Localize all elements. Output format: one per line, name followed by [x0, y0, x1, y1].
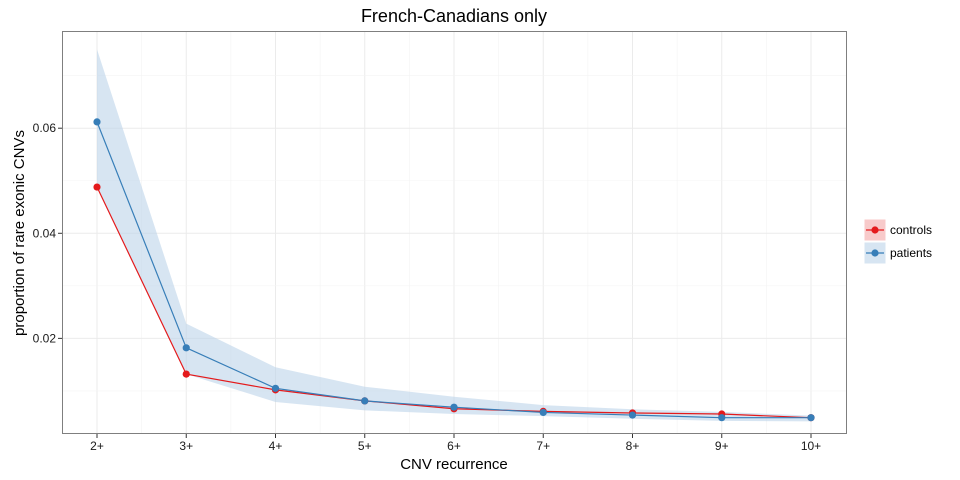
x-tick-label: 2+: [90, 439, 104, 453]
legend-point-controls: [871, 226, 879, 234]
data-point-patients: [271, 384, 280, 392]
data-point-patients: [182, 344, 190, 352]
data-point-patients: [628, 411, 637, 419]
x-tick-label: 3+: [179, 439, 193, 453]
plot-border: [62, 31, 847, 434]
x-tick-label: 8+: [626, 439, 640, 453]
data-point-patients: [807, 414, 815, 422]
y-tick-label: 0.06: [33, 121, 57, 135]
y-axis: 0.02 0.04 0.06: [33, 121, 62, 345]
data-point-patients: [539, 408, 547, 417]
data-point-patients: [93, 118, 101, 126]
x-tick-label: 10+: [801, 439, 821, 453]
data-points: [93, 118, 815, 422]
data-point-patients: [718, 414, 726, 422]
x-tick-label: 6+: [447, 439, 461, 453]
x-axis-title: CNV recurrence: [400, 456, 508, 473]
legend-label-controls: controls: [890, 223, 932, 237]
legend-item-patients: patients: [863, 241, 932, 265]
y-tick-label: 0.02: [33, 331, 57, 345]
x-tick-label: 9+: [715, 439, 729, 453]
y-axis-title: proportion of rare exonic CNVs: [11, 130, 28, 336]
legend: controls patients: [863, 218, 932, 265]
x-tick-label: 5+: [358, 439, 372, 453]
data-point-controls: [182, 370, 190, 378]
data-point-controls: [93, 183, 101, 191]
x-axis: 2+ 3+ 4+ 5+ 6+ 7+ 8+ 9+ 10+: [90, 434, 821, 453]
legend-item-controls: controls: [863, 218, 932, 242]
y-tick-label: 0.04: [33, 226, 57, 240]
data-point-patients: [361, 397, 369, 405]
chart-title: French-Canadians only: [361, 6, 547, 26]
legend-label-patients: patients: [890, 246, 932, 260]
x-tick-label: 7+: [536, 439, 550, 453]
x-tick-label: 4+: [269, 439, 283, 453]
legend-point-patients: [871, 249, 879, 257]
data-point-patients: [450, 403, 458, 411]
